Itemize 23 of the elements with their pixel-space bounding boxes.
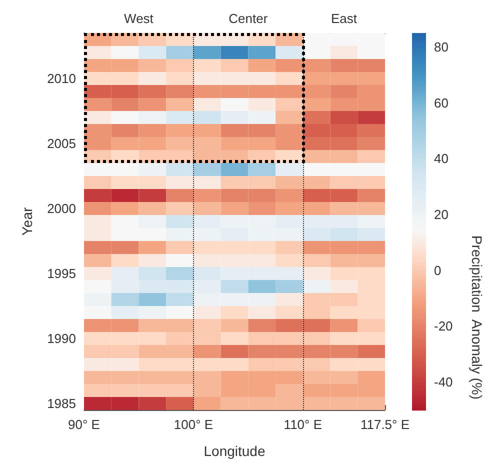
y-tick-label: 2010 (47, 71, 76, 86)
color-bar-label: 40 (434, 151, 448, 166)
color-bar-label: -40 (434, 374, 453, 390)
x-tick-label: 90° E (68, 417, 100, 432)
y-tick-label: 1985 (47, 396, 76, 411)
text: East (330, 11, 358, 26)
text: West (124, 11, 154, 26)
x-tick-label: 100° E (174, 417, 214, 432)
x-axis-title: Longitude (204, 443, 266, 459)
color-bar-label: 0 (434, 262, 442, 278)
color-bar-label: -20 (434, 318, 453, 334)
y-tick-label: 2000 (47, 201, 76, 216)
color-bar-title: Precipitation Anomaly (%) (469, 235, 485, 400)
y-tick-label: 1995 (47, 266, 76, 281)
text: Center (228, 11, 268, 26)
y-tick-label: 1990 (47, 331, 76, 346)
color-bar-label: 20 (434, 207, 448, 222)
color-bar-label: 80 (434, 39, 448, 54)
x-tick-label: 117.5° E (360, 417, 410, 432)
x-tick-label: 110° E (284, 417, 322, 432)
y-tick-label: 2005 (47, 136, 76, 151)
color-bar-label: 60 (434, 95, 448, 110)
y-axis-title: Year (19, 207, 35, 236)
